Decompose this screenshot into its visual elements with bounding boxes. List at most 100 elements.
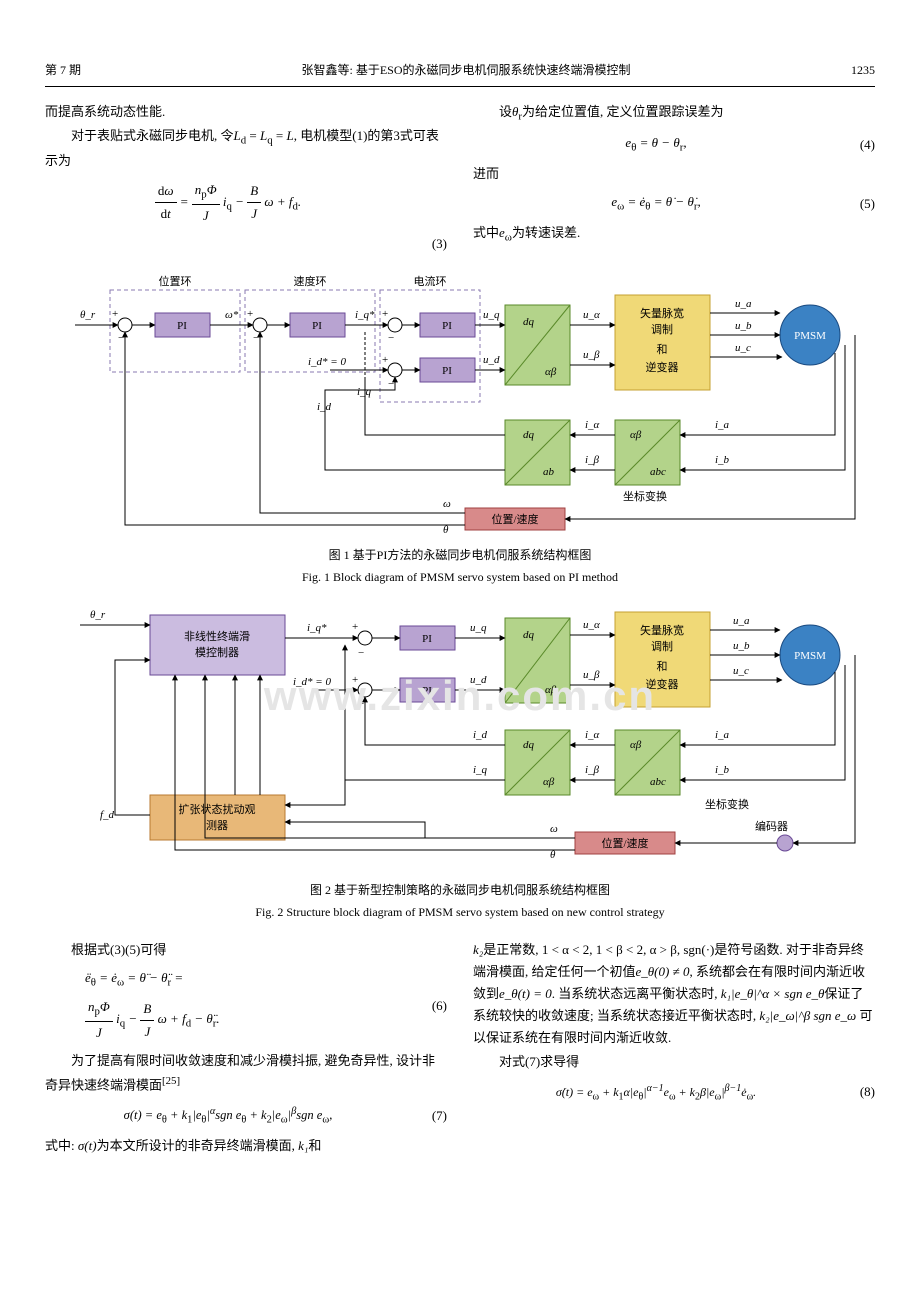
svg-text:+: + [382, 308, 388, 320]
top-text-columns: 而提高系统动态性能. 对于表贴式永磁同步电机, 令Ld = Lq = L, 电机… [45, 101, 875, 260]
fig1-caption-cn: 图 1 基于PI方法的永磁同步电机伺服系统结构框图 [45, 546, 875, 564]
svg-text:θ_r: θ_r [90, 609, 106, 621]
svg-text:u_α: u_α [583, 309, 600, 321]
svg-text:i_d: i_d [317, 401, 332, 413]
fig2-caption-cn: 图 2 基于新型控制策略的永磁同步电机伺服系统结构框图 [45, 881, 875, 899]
svg-text:+: + [352, 674, 358, 686]
svg-text:测器: 测器 [206, 819, 228, 832]
eq-4: eθ = θ − θr, (4) [473, 132, 875, 157]
svg-text:dq: dq [523, 739, 535, 751]
svg-text:i_q*: i_q* [307, 622, 327, 634]
svg-text:θ: θ [443, 524, 449, 535]
svg-text:−: − [388, 378, 394, 390]
bl-p3: 式中: σ(t)为本文所设计的非奇异终端滑模面, k₁和 [45, 1135, 447, 1157]
fig1-svg: 位置环 速度环 电流环 PI PI PI PI dq αβ 矢量脉宽 调制 和 … [45, 275, 875, 535]
eq-3: dω dt = npΦ J iq − B J ω + fd. [45, 179, 447, 227]
eq-7-num: (7) [411, 1105, 447, 1127]
figure-1: 位置环 速度环 电流环 PI PI PI PI dq αβ 矢量脉宽 调制 和 … [45, 275, 875, 586]
top-left-col: 而提高系统动态性能. 对于表贴式永磁同步电机, 令Ld = Lq = L, 电机… [45, 101, 447, 260]
bottom-left-col: 根据式(3)(5)可得 ëθ = ėω = θ̈ − θ̈r = npΦ J i… [45, 939, 447, 1159]
svg-text:dq: dq [523, 429, 535, 441]
svg-text:αβ: αβ [543, 776, 555, 788]
svg-text:调制: 调制 [651, 323, 673, 336]
svg-text:和: 和 [657, 660, 668, 673]
svg-text:−: − [118, 332, 124, 344]
eq-4-num: (4) [839, 134, 875, 156]
page-header: 第 7 期 张智鑫等: 基于ESO的永磁同步电机伺服系统快速终端滑模控制 123… [45, 60, 875, 87]
svg-text:模控制器: 模控制器 [195, 645, 239, 659]
svg-text:u_q: u_q [470, 622, 487, 634]
svg-text:PI: PI [422, 633, 432, 645]
svg-text:+: + [112, 308, 118, 320]
eq-8-num: (8) [839, 1081, 875, 1103]
svg-text:i_q: i_q [473, 764, 488, 776]
svg-text:u_d: u_d [470, 674, 487, 686]
svg-text:调制: 调制 [651, 640, 673, 653]
svg-text:和: 和 [657, 343, 668, 356]
svg-text:坐标变换: 坐标变换 [623, 489, 667, 503]
svg-text:θ_r: θ_r [80, 309, 96, 321]
svg-text:i_d* = 0: i_d* = 0 [293, 676, 331, 688]
svg-text:位置环: 位置环 [159, 275, 192, 288]
top-left-p1: 而提高系统动态性能. [45, 101, 447, 123]
svg-text:αβ: αβ [630, 739, 642, 751]
svg-text:u_a: u_a [735, 298, 752, 310]
bl-p2: 为了提高有限时间收敛速度和减少滑模抖振, 避免奇异性, 设计非奇异快速终端滑模面… [45, 1050, 447, 1097]
top-right-p2: 进而 [473, 163, 875, 185]
svg-text:−: − [253, 332, 259, 344]
svg-text:i_a: i_a [715, 729, 730, 741]
svg-text:θ: θ [550, 849, 556, 861]
header-pagenum: 1235 [851, 60, 875, 80]
svg-text:u_q: u_q [483, 309, 500, 321]
fig1-caption-en: Fig. 1 Block diagram of PMSM servo syste… [45, 568, 875, 586]
svg-text:非线性终端滑: 非线性终端滑 [184, 629, 250, 643]
svg-text:PI: PI [422, 685, 432, 697]
svg-text:+: + [382, 354, 388, 366]
svg-text:坐标变换: 坐标变换 [705, 797, 749, 811]
svg-text:扩张状态扰动观: 扩张状态扰动观 [179, 802, 256, 816]
eq-5-num: (5) [839, 193, 875, 215]
svg-text:u_β: u_β [583, 669, 600, 681]
eq-3-num: (3) [411, 233, 447, 255]
svg-text:逆变器: 逆变器 [646, 360, 679, 374]
bl-p1: 根据式(3)(5)可得 [45, 939, 447, 961]
svg-text:ω: ω [550, 823, 558, 835]
svg-text:电流环: 电流环 [414, 275, 447, 288]
svg-text:u_b: u_b [735, 320, 752, 332]
eq-8: σ̇(t) = eω + k1α|eθ|α−1eω + k2β|eω|β−1ėω… [473, 1080, 875, 1105]
svg-text:αβ: αβ [545, 366, 557, 378]
bottom-right-col: k₂是正常数, 1 < α < 2, 1 < β < 2, α > β, sgn… [473, 939, 875, 1159]
svg-text:编码器: 编码器 [755, 819, 788, 833]
svg-text:−: − [358, 698, 364, 710]
svg-text:PI: PI [312, 320, 322, 332]
svg-text:i_b: i_b [715, 764, 730, 776]
svg-text:i_q: i_q [357, 386, 372, 398]
svg-text:f_d: f_d [100, 809, 115, 821]
svg-text:i_q*: i_q* [355, 309, 375, 321]
svg-text:αβ: αβ [545, 684, 557, 696]
svg-text:ab: ab [543, 466, 555, 478]
svg-text:矢量脉宽: 矢量脉宽 [640, 306, 684, 320]
eq-7: σ(t) = eθ + k1|eθ|αsgn eθ + k2|eω|βsgn e… [45, 1103, 447, 1129]
svg-text:i_β: i_β [585, 454, 600, 466]
figure-2: 非线性终端滑 模控制器 扩张状态扰动观 测器 PI PI dq αβ 矢量脉宽 … [45, 600, 875, 921]
svg-text:−: − [388, 332, 394, 344]
eq-6: ëθ = ėω = θ̈ − θ̈r = npΦ J iq − B J ω + … [45, 967, 447, 1044]
eq-5: eω = ėθ = θ̇ − θ̇r, (5) [473, 191, 875, 216]
svg-text:i_b: i_b [715, 454, 730, 466]
top-left-p2: 对于表贴式永磁同步电机, 令Ld = Lq = L, 电机模型(1)的第3式可表… [45, 125, 447, 172]
svg-text:u_a: u_a [733, 615, 750, 627]
svg-text:位置/速度: 位置/速度 [491, 512, 538, 526]
top-right-p1: 设θr为给定位置值, 定义位置跟踪误差为 [473, 101, 875, 126]
eq-6-num: (6) [411, 995, 447, 1017]
fig2-caption-en: Fig. 2 Structure block diagram of PMSM s… [45, 903, 875, 921]
svg-text:i_α: i_α [585, 729, 600, 741]
svg-text:i_β: i_β [585, 764, 600, 776]
svg-text:dq: dq [523, 316, 535, 328]
svg-text:PMSM: PMSM [794, 650, 826, 662]
svg-text:i_d* = 0: i_d* = 0 [308, 356, 346, 368]
svg-text:u_b: u_b [733, 640, 750, 652]
svg-text:u_c: u_c [735, 342, 751, 354]
header-title: 张智鑫等: 基于ESO的永磁同步电机伺服系统快速终端滑模控制 [302, 60, 631, 80]
svg-text:u_d: u_d [483, 354, 500, 366]
